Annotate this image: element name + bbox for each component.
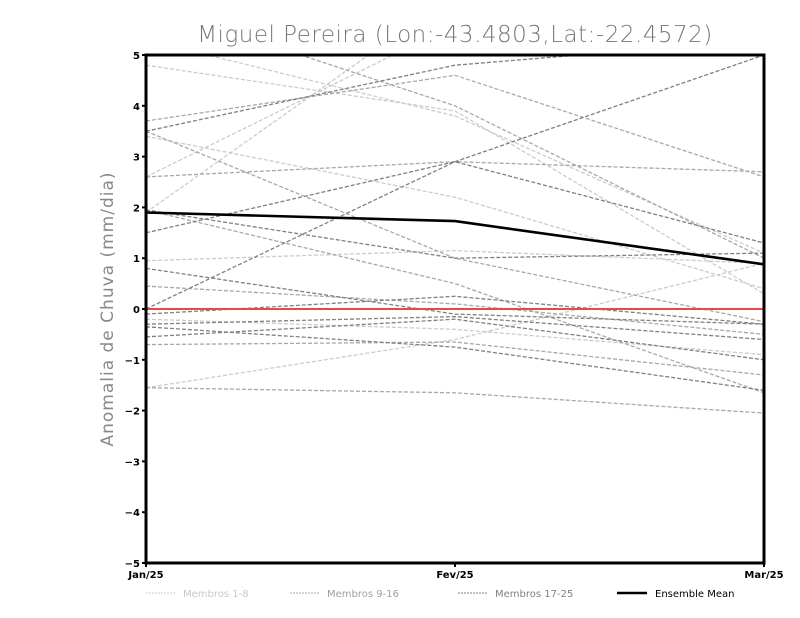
y-tick-label: 3 <box>133 153 140 164</box>
y-tick-label: −4 <box>125 508 140 519</box>
member-line-14 <box>146 341 764 376</box>
x-tick-label: Jan/25 <box>127 570 163 581</box>
x-tick-label: Fev/25 <box>436 570 473 581</box>
member-line-20 <box>146 267 764 325</box>
y-tick-label: 5 <box>133 51 140 62</box>
member-line-24 <box>146 209 764 259</box>
y-tick-label: −3 <box>125 457 140 468</box>
member-line-2 <box>146 55 395 178</box>
member-line-10 <box>146 161 764 178</box>
member-line-11 <box>146 130 764 323</box>
member-line-18 <box>146 55 764 310</box>
member-line-15 <box>146 387 764 414</box>
legend-label: Membros 1-8 <box>183 589 249 600</box>
y-tick-label: −5 <box>125 559 140 570</box>
member-line-12 <box>298 55 764 259</box>
member-line-17 <box>146 161 764 244</box>
y-tick-label: 1 <box>133 254 140 265</box>
member-line-13 <box>146 285 764 336</box>
y-tick-label: −1 <box>125 356 140 367</box>
x-tick-label: Mar/25 <box>744 570 783 581</box>
y-tick-label: 2 <box>133 203 140 214</box>
member-line-3 <box>146 55 370 214</box>
member-line-16 <box>146 209 764 394</box>
ensemble-mean-line <box>146 211 764 266</box>
legend: Membros 1-8 Membros 9-16 Membros 17-25 Ense… <box>146 589 734 600</box>
member-line-9 <box>146 74 764 178</box>
member-line-22 <box>146 315 764 341</box>
x-axis-ticks: Jan/25 Fev/25 Mar/25 <box>127 563 784 581</box>
member-line-25 <box>146 326 764 391</box>
member-line-21 <box>146 295 764 325</box>
member-line-1 <box>146 64 764 295</box>
y-tick-label: 0 <box>133 305 140 316</box>
member-line-5 <box>146 249 764 264</box>
y-axis-label: Anomalia de Chuva (mm/dia) <box>98 171 118 446</box>
y-axis-ticks: 5 4 3 2 1 0 −1 −2 −3 −4 −5 <box>125 51 146 570</box>
member-lines <box>146 55 764 414</box>
y-tick-label: 4 <box>133 102 140 113</box>
member-line-8 <box>146 318 764 356</box>
legend-label: Membros 17-25 <box>495 589 573 600</box>
legend-label: Ensemble Mean <box>655 589 734 600</box>
ensemble-mean-group <box>146 211 764 266</box>
member-line-23 <box>146 318 764 361</box>
member-line-19 <box>146 55 588 132</box>
member-line-6 <box>146 262 764 389</box>
chart-title: Miguel Pereira (Lon:-43.4803,Lat:-22.457… <box>197 22 713 48</box>
legend-label: Membros 9-16 <box>327 589 399 600</box>
member-line-4 <box>146 135 764 290</box>
y-tick-label: −2 <box>125 407 140 418</box>
